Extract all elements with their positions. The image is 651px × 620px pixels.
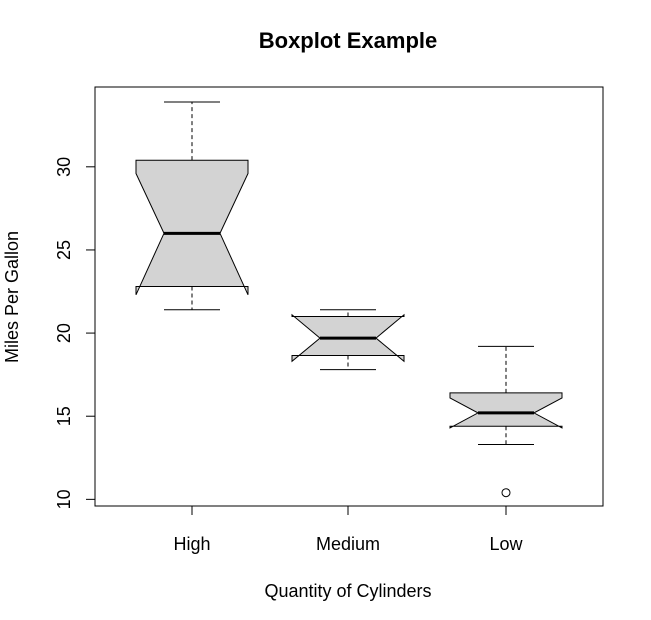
y-tick-label: 30 [54, 157, 74, 177]
x-axis: High Medium Low [173, 505, 524, 554]
box-low [449, 345, 563, 498]
notched-box [449, 392, 563, 429]
outlier-point [501, 488, 511, 498]
y-tick-label: 10 [54, 489, 74, 509]
y-axis: 10 15 20 25 30 [54, 157, 96, 509]
y-tick-label: 25 [54, 240, 74, 260]
y-tick-label: 15 [54, 406, 74, 426]
box-high [135, 101, 249, 311]
box-medium [291, 309, 405, 371]
x-axis-label: Quantity of Cylinders [264, 581, 431, 601]
notched-box [135, 159, 249, 296]
y-axis-label: Miles Per Gallon [2, 231, 22, 363]
x-tick-label: Medium [316, 534, 380, 554]
x-tick-label: Low [489, 534, 523, 554]
y-tick-label: 20 [54, 323, 74, 343]
x-tick-label: High [173, 534, 210, 554]
plot-frame [94, 86, 604, 507]
boxes [135, 101, 563, 498]
chart-title: Boxplot Example [259, 28, 437, 53]
